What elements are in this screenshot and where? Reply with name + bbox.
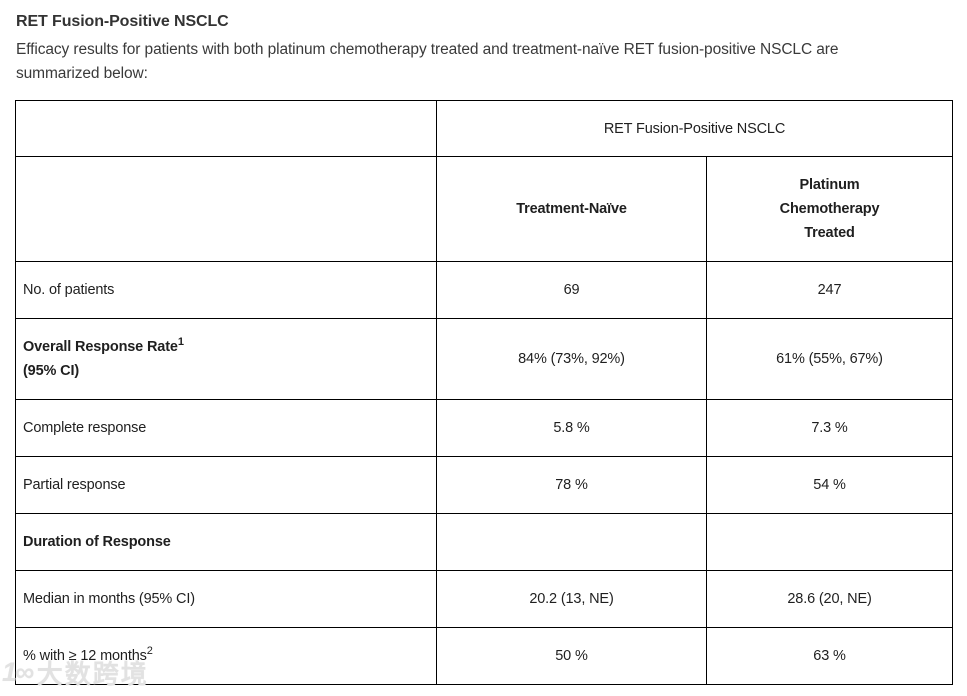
row-label: Complete response	[15, 399, 437, 457]
intro-paragraph: Efficacy results for patients with both …	[16, 41, 839, 82]
watermark: 1∞ 大数跨境	[2, 654, 149, 691]
row-label: Overall Response Rate1 (95% CI)	[15, 318, 437, 400]
watermark-text: 大数跨境	[36, 659, 149, 689]
empty-header-cell	[15, 156, 437, 262]
efficacy-table: RET Fusion-Positive NSCLC Treatment-Naïv…	[15, 100, 954, 685]
table-row: No. of patients 69 247	[15, 261, 954, 319]
table-row: Median in months (95% CI) 20.2 (13, NE) 28…	[15, 570, 954, 628]
row-label: Median in months (95% CI)	[15, 570, 437, 628]
cell-value: 28.6 (20, NE)	[705, 570, 954, 628]
table-span-header-row: RET Fusion-Positive NSCLC	[15, 100, 954, 157]
cell-value: 61% (55%, 67%)	[705, 318, 954, 400]
cell-value: 84% (73%, 92%)	[436, 318, 707, 400]
column-header-treatment-naive: Treatment-Naïve	[436, 156, 707, 262]
row-label-second-line: (95% CI)	[23, 363, 80, 379]
watermark-logo-icon: 1∞	[2, 657, 34, 687]
table-row: Duration of Response	[15, 513, 954, 571]
row-label: No. of patients	[15, 261, 437, 319]
cell-value	[705, 513, 954, 571]
table-row: Overall Response Rate1 (95% CI) 84% (73%, …	[15, 318, 954, 400]
cell-value	[436, 513, 707, 571]
row-label: Partial response	[15, 456, 437, 514]
table-body: No. of patients 69 247 Overall Response Rat…	[15, 261, 954, 685]
footnote-marker: 1	[177, 336, 184, 349]
page-title: RET Fusion-Positive NSCLC	[16, 13, 229, 30]
table-span-header: RET Fusion-Positive NSCLC	[435, 100, 954, 157]
table-column-header-row: Treatment-Naïve Platinum Chemotherapy Tr…	[15, 156, 954, 262]
table-row: Complete response 5.8 % 7.3 %	[15, 399, 954, 457]
column-header-platinum-chemotherapy-treated: Platinum Chemotherapy Treated	[705, 156, 954, 262]
row-label: Duration of Response	[15, 513, 437, 571]
cell-value: 7.3 %	[705, 399, 954, 457]
cell-value: 5.8 %	[436, 399, 707, 457]
cell-value: 50 %	[436, 627, 707, 685]
row-label: % with ≥ 12 months2	[15, 627, 437, 685]
footnote-marker: 2	[146, 645, 153, 658]
cell-value: 78 %	[436, 456, 707, 514]
table-row: Partial response 78 % 54 %	[15, 456, 954, 514]
cell-value: 20.2 (13, NE)	[436, 570, 707, 628]
empty-corner-cell	[15, 100, 437, 157]
cell-value: 69	[436, 261, 707, 319]
cell-value: 54 %	[705, 456, 954, 514]
cell-value: 247	[705, 261, 954, 319]
cell-value: 63 %	[705, 627, 954, 685]
table-row: % with ≥ 12 months2 50 % 63 %	[15, 627, 954, 685]
